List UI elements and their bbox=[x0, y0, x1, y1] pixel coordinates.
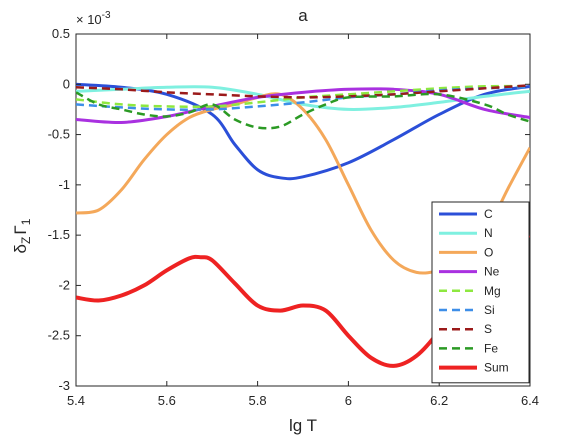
legend-label-sum: Sum bbox=[484, 361, 509, 375]
legend-label-fe: Fe bbox=[484, 341, 498, 355]
y-label-sub1: Z bbox=[19, 237, 33, 244]
x-tick-label: 6 bbox=[345, 393, 352, 408]
legend-label-c: C bbox=[484, 207, 493, 221]
legend-label-s: S bbox=[484, 322, 492, 336]
series-line-n bbox=[76, 85, 530, 112]
chart-title: a bbox=[298, 6, 308, 25]
y-tick-label: -3 bbox=[58, 378, 70, 393]
ticks: 5.4 5.6 5.8 6 6.2 6.4 0.5 0 -0.5 -1 -1.5 -2 -2.5 -3 bbox=[48, 26, 539, 408]
y-tick-label: -2 bbox=[58, 277, 70, 292]
legend-label-ne: Ne bbox=[484, 265, 500, 279]
legend-label-si: Si bbox=[484, 303, 495, 317]
legend-box bbox=[431, 201, 530, 384]
y-tick-label: -1 bbox=[58, 177, 70, 192]
legend-label-mg: Mg bbox=[484, 284, 501, 298]
x-tick-label: 5.4 bbox=[67, 393, 85, 408]
svg-text:δZΓ1: δZΓ1 bbox=[11, 218, 33, 253]
x-tick-label: 6.4 bbox=[521, 393, 539, 408]
series-line-s bbox=[76, 84, 530, 99]
y-tick-label: -0.5 bbox=[48, 127, 70, 142]
legend: CNO Ne Mg Si S Fe Sum bbox=[431, 201, 530, 384]
y-tick-label: 0 bbox=[63, 76, 70, 91]
legend-label-n: N bbox=[484, 226, 493, 240]
y-label-sub2: 1 bbox=[19, 218, 33, 225]
y-tick-label: -1.5 bbox=[48, 227, 70, 242]
y-label-main: δ bbox=[11, 244, 30, 253]
x-axis-label: lg T bbox=[289, 416, 317, 435]
y-label-mid: Γ bbox=[11, 225, 30, 234]
x-tick-label: 6.2 bbox=[430, 393, 448, 408]
y-axis-multiplier: × 10-3 bbox=[76, 10, 111, 27]
y-tick-label: -2.5 bbox=[48, 328, 70, 343]
y-tick-label: 0.5 bbox=[52, 26, 70, 41]
y-axis-label: δZΓ1 bbox=[11, 218, 33, 253]
x-tick-label: 5.6 bbox=[158, 393, 176, 408]
legend-label-o: O bbox=[484, 245, 493, 259]
series-line-si bbox=[76, 86, 530, 111]
series-line-c bbox=[76, 82, 530, 181]
x-tick-label: 5.8 bbox=[249, 393, 267, 408]
series-line-ne bbox=[76, 87, 530, 125]
series-line-fe bbox=[76, 91, 530, 130]
